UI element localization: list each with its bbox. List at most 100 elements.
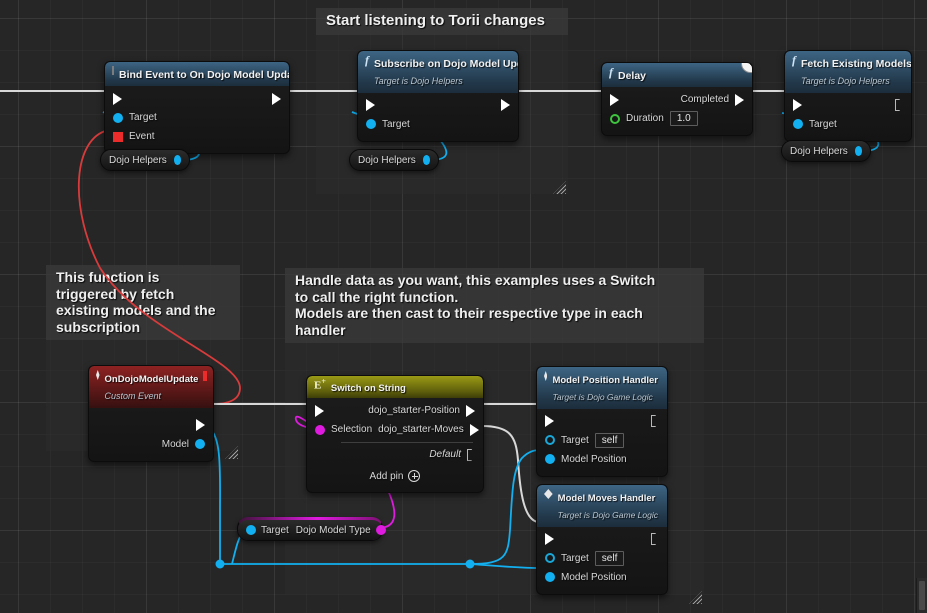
exec-pin-row[interactable] [537, 412, 667, 431]
node-dojo-model-type[interactable]: Target Dojo Model Type [237, 517, 386, 541]
node-subtitle: Target is Dojo Helpers [801, 76, 890, 87]
comment-title: Handle data as you want, this examples u… [285, 268, 704, 344]
exec-pin-row[interactable] [105, 89, 289, 108]
node-fetch-existing-models[interactable]: f Fetch Existing Models Target is Dojo H… [784, 50, 912, 142]
function-icon: f [365, 53, 369, 67]
variable-node-dojo-helpers[interactable]: Dojo Helpers [781, 140, 871, 162]
exec-in-pin[interactable] [545, 415, 554, 428]
exec-out-pin[interactable] [651, 415, 659, 427]
image-icon [112, 66, 114, 75]
exec-row-default[interactable]: Default [307, 445, 483, 464]
object-pin-icon[interactable] [113, 112, 123, 123]
object-ref-pin-icon[interactable] [545, 435, 555, 446]
node-delay[interactable]: f Delay Completed Duration 1.0 [601, 62, 753, 137]
pin-row-model-position[interactable]: Model Position [537, 450, 667, 469]
exec-pin-row[interactable]: Completed [602, 90, 752, 109]
pin-row-target[interactable]: Target [105, 108, 289, 127]
scrollbar-thumb[interactable] [919, 581, 925, 610]
node-switch-on-string[interactable]: E+ Switch on String dojo_starter-Positio… [306, 375, 484, 494]
string-pin-icon[interactable] [315, 424, 325, 435]
object-pin-icon[interactable] [173, 155, 181, 165]
node-bind-event-to-on-dojo-model-updated[interactable]: Bind Event to On Dojo Model Updated Targ… [104, 61, 290, 155]
variable-node-dojo-helpers[interactable]: Dojo Helpers [100, 149, 190, 171]
object-pin-icon[interactable] [854, 146, 862, 156]
node-title: Delay [618, 70, 647, 82]
exec-out-pin[interactable] [196, 419, 205, 432]
object-pin-icon[interactable] [195, 439, 205, 450]
pin-row-model[interactable]: Model [89, 435, 213, 454]
pin-label: Event [129, 131, 155, 143]
duration-value-field[interactable]: 1.0 [669, 111, 698, 127]
exec-in-pin[interactable] [315, 404, 324, 417]
exec-row-case-0[interactable]: dojo_starter-Position [307, 401, 483, 420]
object-pin-icon[interactable] [793, 119, 803, 130]
pin-label: Model [161, 438, 189, 450]
node-title: Model Moves Handler [557, 493, 656, 504]
exec-out-pin-case-0[interactable] [466, 404, 475, 417]
exec-out-pin[interactable] [272, 92, 281, 105]
node-header: f Subscribe on Dojo Model Update Target … [358, 51, 518, 93]
variable-node-dojo-helpers[interactable]: Dojo Helpers [349, 149, 439, 171]
exec-out-pin[interactable] [895, 99, 903, 111]
pin-row-target[interactable]: Target self [537, 431, 667, 450]
object-pin-icon[interactable] [246, 525, 256, 535]
exec-pin-row[interactable] [537, 530, 667, 549]
exec-pin-row[interactable] [785, 96, 911, 115]
variable-label: Dojo Helpers [358, 154, 416, 166]
pin-row-target[interactable]: Target [785, 115, 911, 134]
object-pin-icon[interactable] [545, 454, 555, 465]
node-title: Switch on String [330, 383, 406, 394]
delegate-pin-icon[interactable] [113, 131, 123, 142]
float-pin-icon[interactable] [610, 113, 620, 124]
exec-out-pin-case-1[interactable] [469, 423, 479, 436]
default-label: Default [429, 449, 461, 461]
clock-icon [741, 63, 752, 73]
exec-row-case-1[interactable]: Selection dojo_starter-Moves [307, 420, 483, 439]
exec-pin-row[interactable] [358, 96, 518, 115]
node-title: OnDojoModelUpdate [104, 374, 199, 385]
exec-in-pin[interactable] [545, 533, 554, 546]
pin-label: Target [561, 434, 589, 446]
node-header: OnDojoModelUpdate Custom Event [89, 366, 213, 408]
target-value-field[interactable]: self [594, 432, 625, 448]
pin-row-event[interactable]: Event [105, 127, 289, 146]
exec-pin-row[interactable] [89, 416, 213, 435]
exec-in-pin[interactable] [610, 93, 619, 106]
exec-out-pin[interactable] [651, 533, 659, 545]
exec-out-pin[interactable] [501, 99, 510, 112]
event-diamond-icon [96, 370, 100, 380]
object-pin-icon[interactable] [545, 572, 555, 583]
exec-out-pin-default[interactable] [467, 449, 475, 461]
node-model-position-handler[interactable]: Model Position Handler Target is Dojo Ga… [536, 366, 668, 477]
pin-row-target[interactable]: Target self [537, 549, 667, 568]
vertical-scrollbar[interactable] [916, 578, 927, 613]
pin-label: Target [261, 524, 289, 536]
node-subscribe-on-dojo-model-update[interactable]: f Subscribe on Dojo Model Update Target … [357, 50, 519, 142]
node-title: Model Position Handler [552, 375, 658, 386]
pin-row-target[interactable]: Target [358, 115, 518, 134]
exec-in-pin[interactable] [793, 99, 802, 112]
pin-label: Selection [331, 424, 373, 436]
pin-row-duration[interactable]: Duration 1.0 [602, 109, 752, 128]
object-pin-icon[interactable] [366, 119, 376, 130]
node-model-moves-handler[interactable]: Model Moves Handler Target is Dojo Game … [536, 484, 668, 595]
string-pin-icon[interactable] [375, 525, 386, 535]
object-pin-icon[interactable] [422, 155, 430, 165]
plus-icon[interactable] [408, 470, 421, 483]
variable-label: Dojo Helpers [790, 145, 848, 157]
add-pin-label: Add pin [369, 470, 404, 482]
delegate-output-pin[interactable] [203, 371, 207, 381]
add-pin-button[interactable]: Add pin [307, 467, 483, 485]
function-icon: f [792, 53, 796, 67]
exec-in-pin[interactable] [366, 99, 375, 112]
exec-in-pin[interactable] [113, 92, 122, 105]
enum-icon: E+ [314, 377, 326, 392]
pin-row-model-position[interactable]: Model Position [537, 568, 667, 587]
node-on-dojo-model-update[interactable]: OnDojoModelUpdate Custom Event Model [88, 365, 214, 462]
node-header: Model Position Handler Target is Dojo Ga… [537, 367, 667, 409]
pin-label: Target [382, 118, 410, 130]
target-value-field[interactable]: self [594, 550, 625, 566]
exec-out-pin[interactable] [735, 93, 744, 106]
object-ref-pin-icon[interactable] [545, 553, 555, 564]
